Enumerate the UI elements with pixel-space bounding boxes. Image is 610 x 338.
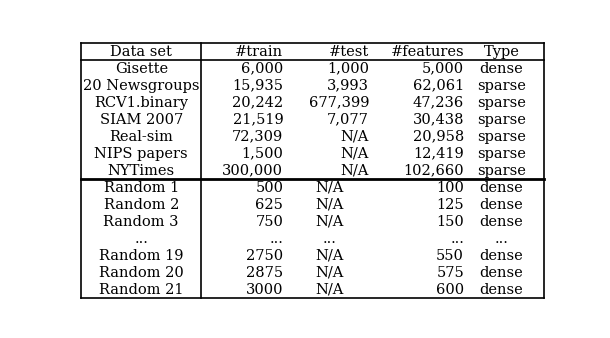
Text: 1,500: 1,500 [242, 147, 284, 161]
Text: 72,309: 72,309 [232, 130, 284, 144]
Text: 30,438: 30,438 [412, 113, 464, 127]
Text: 150: 150 [436, 215, 464, 229]
Text: #features: #features [390, 45, 464, 59]
Text: 5,000: 5,000 [422, 62, 464, 76]
Text: sparse: sparse [477, 113, 526, 127]
Text: dense: dense [479, 198, 523, 212]
Text: 600: 600 [436, 283, 464, 297]
Text: 300,000: 300,000 [223, 164, 284, 178]
Text: 20,958: 20,958 [413, 130, 464, 144]
Text: dense: dense [479, 215, 523, 229]
Text: 7,077: 7,077 [327, 113, 369, 127]
Text: N/A: N/A [316, 266, 344, 280]
Text: 125: 125 [436, 198, 464, 212]
Text: ...: ... [323, 232, 337, 246]
Text: Random 21: Random 21 [99, 283, 184, 297]
Text: dense: dense [479, 249, 523, 263]
Text: NYTimes: NYTimes [107, 164, 175, 178]
Text: dense: dense [479, 181, 523, 195]
Text: 12,419: 12,419 [414, 147, 464, 161]
Text: ...: ... [450, 232, 464, 246]
Text: dense: dense [479, 62, 523, 76]
Text: dense: dense [479, 266, 523, 280]
Text: N/A: N/A [316, 198, 344, 212]
Text: N/A: N/A [316, 181, 344, 195]
Text: N/A: N/A [341, 164, 369, 178]
Text: Type: Type [484, 45, 519, 59]
Text: ...: ... [495, 232, 508, 246]
Text: Gisette: Gisette [115, 62, 168, 76]
Text: 550: 550 [436, 249, 464, 263]
Text: Real-sim: Real-sim [109, 130, 173, 144]
Text: 20 Newsgroups: 20 Newsgroups [83, 79, 199, 93]
Text: 2875: 2875 [246, 266, 284, 280]
Text: 750: 750 [256, 215, 284, 229]
Text: 20,242: 20,242 [232, 96, 284, 110]
Text: Random 19: Random 19 [99, 249, 184, 263]
Text: NIPS papers: NIPS papers [95, 147, 188, 161]
Text: 47,236: 47,236 [413, 96, 464, 110]
Text: sparse: sparse [477, 79, 526, 93]
Text: 3000: 3000 [246, 283, 284, 297]
Text: #test: #test [329, 45, 369, 59]
Text: Data set: Data set [110, 45, 172, 59]
Text: N/A: N/A [316, 215, 344, 229]
Text: 3,993: 3,993 [327, 79, 369, 93]
Text: sparse: sparse [477, 96, 526, 110]
Text: dense: dense [479, 283, 523, 297]
Text: Random 2: Random 2 [104, 198, 179, 212]
Text: Random 1: Random 1 [104, 181, 179, 195]
Text: ...: ... [134, 232, 148, 246]
Text: 677,399: 677,399 [309, 96, 369, 110]
Text: 500: 500 [256, 181, 284, 195]
Text: N/A: N/A [316, 249, 344, 263]
Text: N/A: N/A [341, 130, 369, 144]
Text: SIAM 2007: SIAM 2007 [99, 113, 183, 127]
Text: 15,935: 15,935 [232, 79, 284, 93]
Text: sparse: sparse [477, 147, 526, 161]
Text: Random 20: Random 20 [99, 266, 184, 280]
Text: N/A: N/A [316, 283, 344, 297]
Text: 100: 100 [436, 181, 464, 195]
Text: #train: #train [235, 45, 284, 59]
Text: 625: 625 [256, 198, 284, 212]
Text: sparse: sparse [477, 130, 526, 144]
Text: 62,061: 62,061 [413, 79, 464, 93]
Text: RCV1.binary: RCV1.binary [94, 96, 188, 110]
Text: ...: ... [270, 232, 284, 246]
Text: 21,519: 21,519 [232, 113, 284, 127]
Text: 6,000: 6,000 [241, 62, 284, 76]
Text: 575: 575 [436, 266, 464, 280]
Text: 2750: 2750 [246, 249, 284, 263]
Text: 102,660: 102,660 [403, 164, 464, 178]
Text: Random 3: Random 3 [104, 215, 179, 229]
Text: N/A: N/A [341, 147, 369, 161]
Text: sparse: sparse [477, 164, 526, 178]
Text: 1,000: 1,000 [327, 62, 369, 76]
